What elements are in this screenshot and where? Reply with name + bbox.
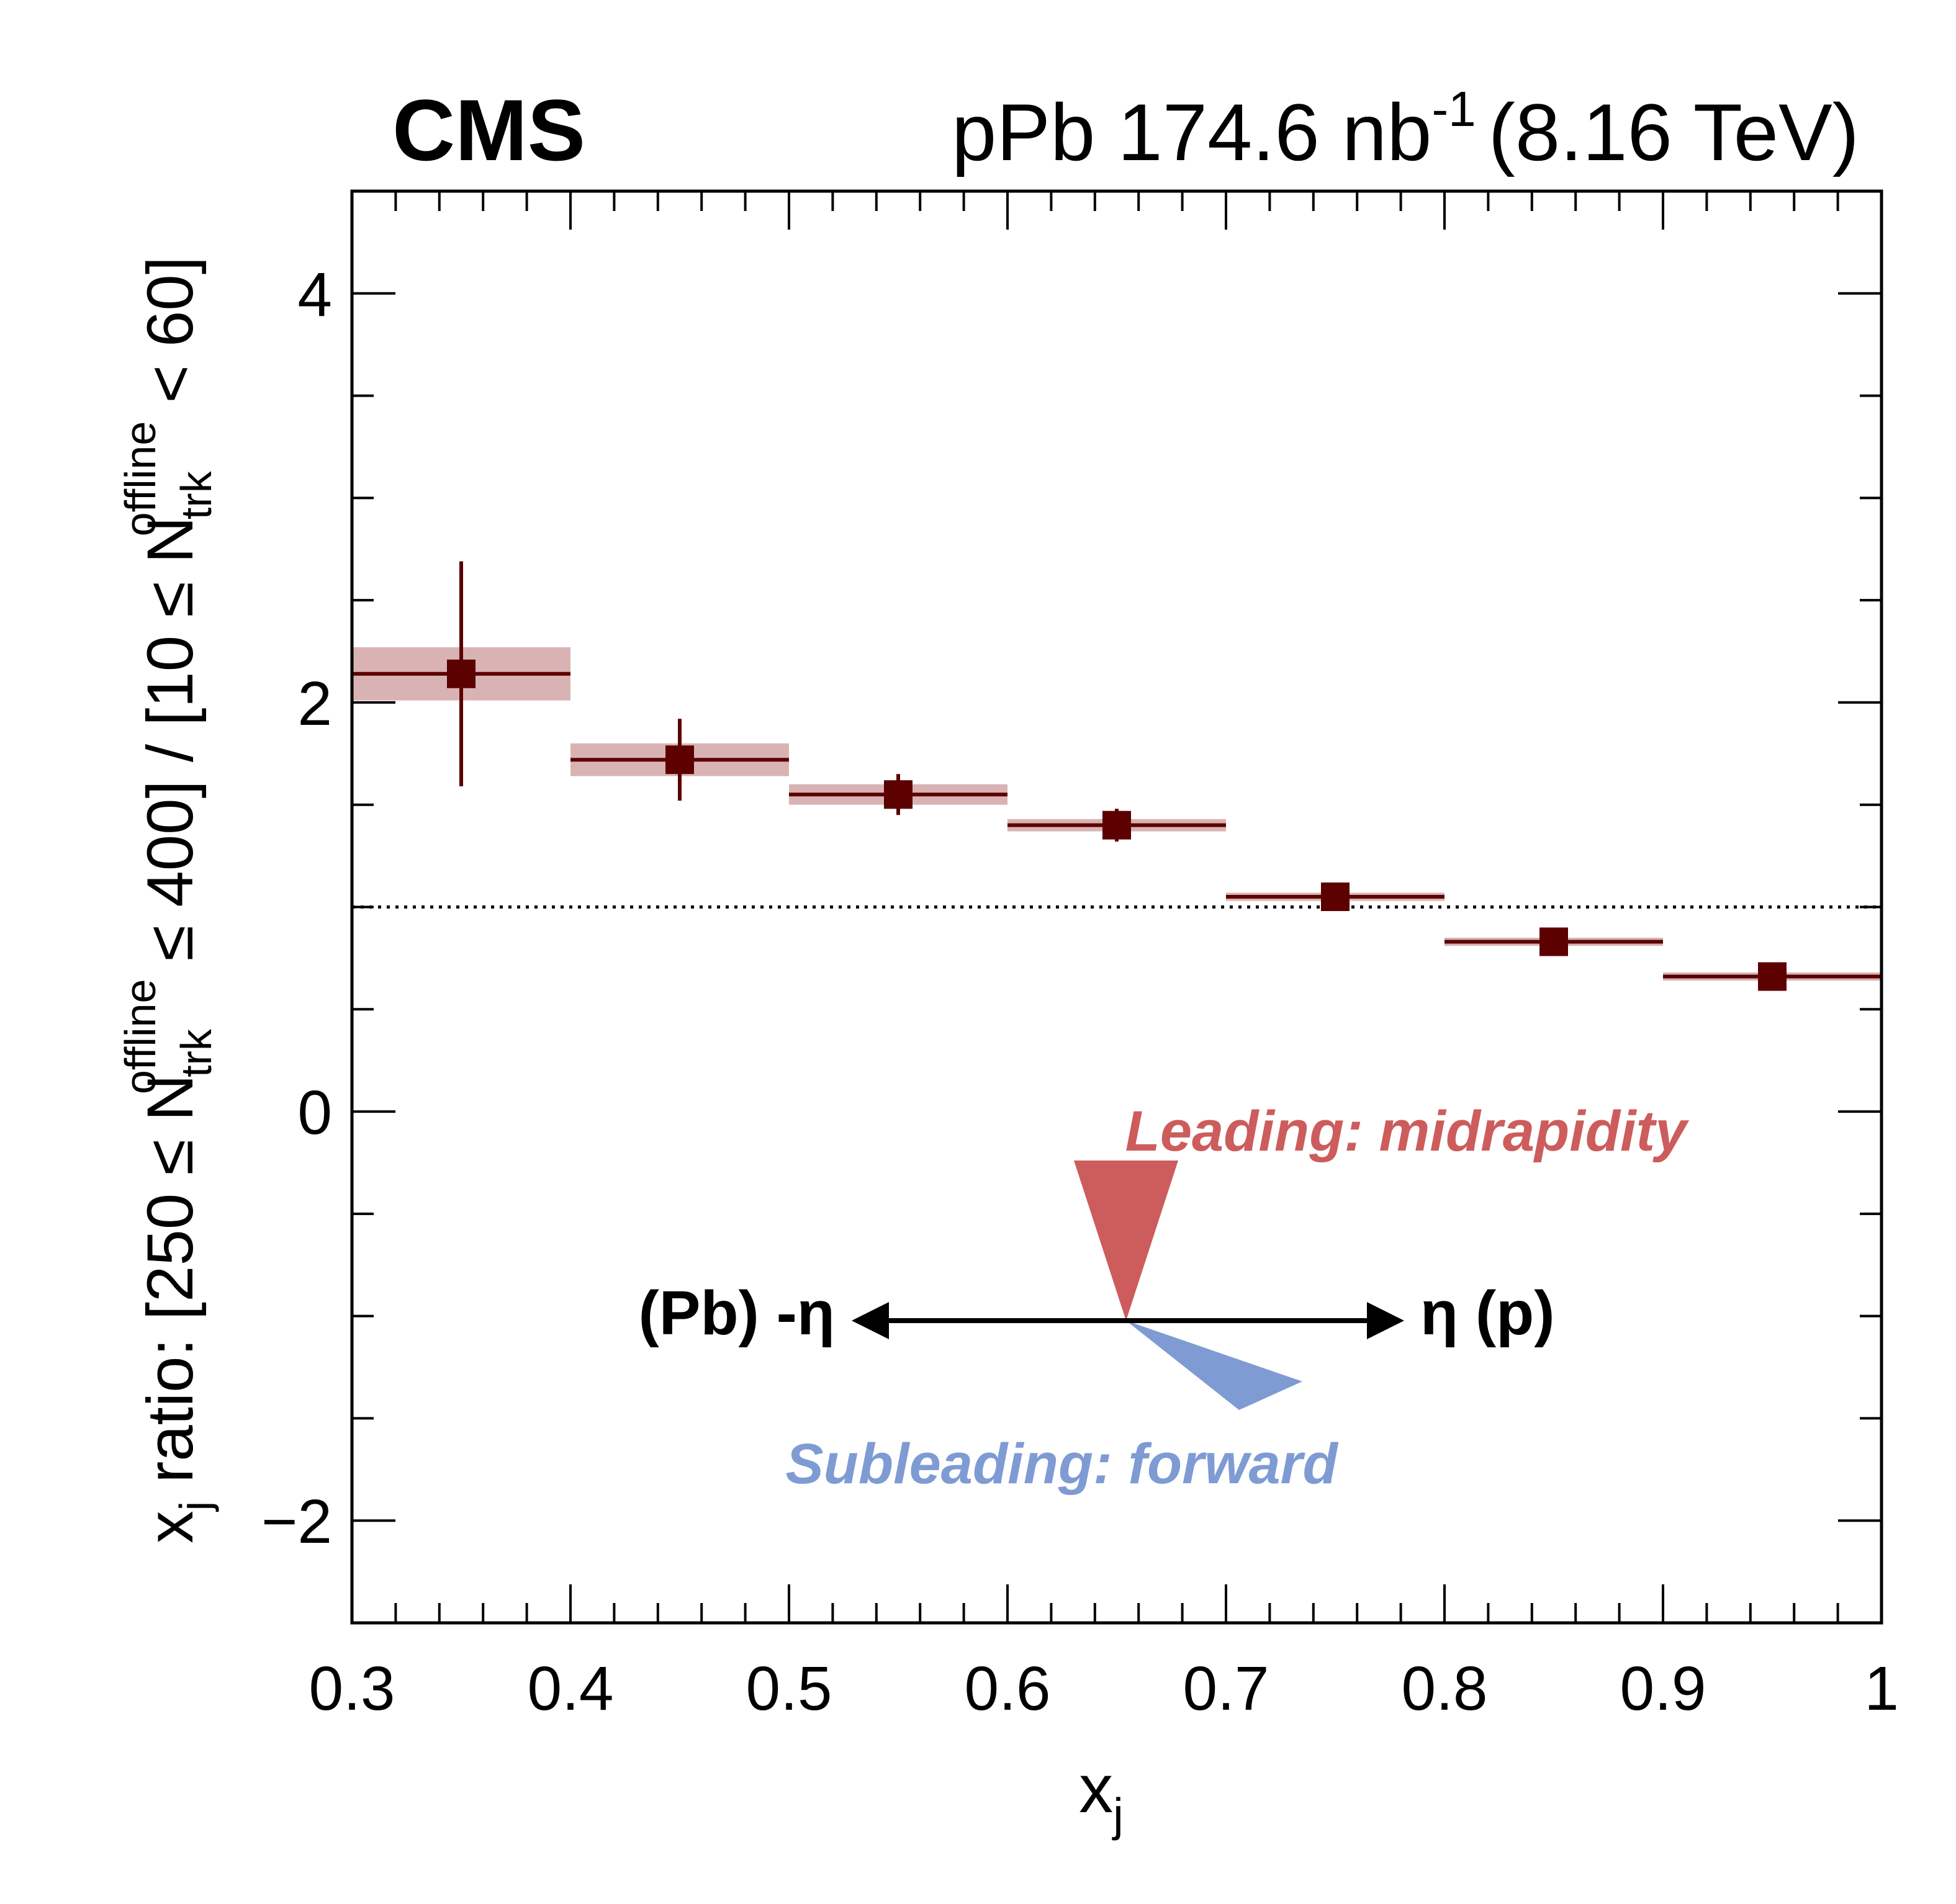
- experiment-label: CMS: [392, 81, 585, 179]
- x-tick-label: 0.8: [1401, 1654, 1487, 1723]
- data-point-1: [665, 745, 694, 775]
- y-tick-label: 0: [297, 1078, 332, 1147]
- y-axis-title: xj ratio: [250 ≤ Ntrkoffline ≤ 400] / [1…: [116, 256, 220, 1543]
- subleading-jet-cone: [1126, 1321, 1302, 1410]
- y-tick-label: 4: [297, 260, 332, 330]
- proton-direction-label: η (p): [1420, 1278, 1555, 1348]
- data-point-5: [1539, 927, 1568, 956]
- data-point-3: [1102, 811, 1131, 840]
- y-tick-label: −2: [261, 1487, 332, 1556]
- data-point-6: [1758, 962, 1787, 991]
- right-arrowhead-icon: [1367, 1302, 1404, 1339]
- x-tick-label: 0.4: [527, 1654, 613, 1723]
- plot-frame: [350, 189, 1883, 1625]
- x-axis-title: xj: [1079, 1751, 1124, 1841]
- x-tick-label: 0.9: [1620, 1654, 1706, 1723]
- x-tick-label: 0.5: [746, 1654, 832, 1723]
- leading-jet-cone: [1074, 1161, 1178, 1321]
- x-tick-label: 0.3: [309, 1654, 395, 1723]
- data-points: [352, 561, 1882, 991]
- left-arrowhead-icon: [852, 1302, 889, 1339]
- luminosity-value: pPb 174.6 nb: [952, 87, 1431, 177]
- x-tick-label: 0.7: [1183, 1654, 1269, 1723]
- x-tick-label: 0.6: [964, 1654, 1050, 1723]
- x-tick-label: 1: [1864, 1654, 1899, 1723]
- subleading-label: Subleading: forward: [785, 1432, 1338, 1496]
- luminosity-exponent: -1: [1431, 81, 1476, 137]
- luminosity-label: pPb 174.6 nb-1 (8.16 TeV): [952, 81, 1859, 177]
- y-tick-label: 2: [297, 669, 332, 739]
- data-point-0: [447, 659, 475, 688]
- data-point-2: [884, 780, 913, 809]
- y-axis-title-text: xj ratio: [250 ≤ Ntrkoffline ≤ 400] / [1…: [116, 256, 220, 1543]
- data-point-4: [1321, 882, 1350, 912]
- pb-direction-label: (Pb) -η: [638, 1278, 835, 1348]
- leading-label: Leading: midrapidity: [1125, 1100, 1690, 1163]
- energy-label: (8.16 TeV): [1489, 87, 1859, 177]
